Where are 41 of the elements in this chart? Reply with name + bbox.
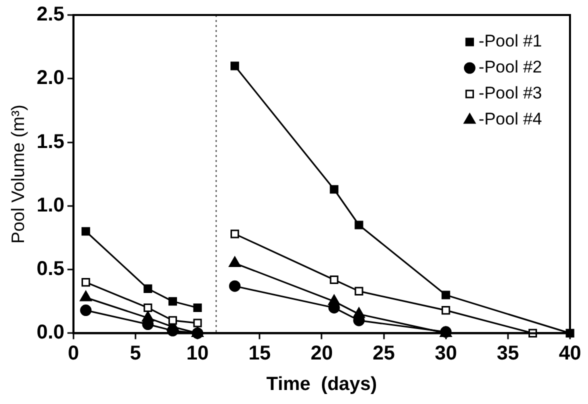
y-tick-label: 1.0 [36,194,64,216]
point [354,220,364,230]
point [230,230,240,238]
x-tick-label: 15 [248,342,271,365]
y-tick-label: 1.5 [36,130,64,153]
point [330,275,338,284]
point [230,62,240,70]
x-tick-label: 40 [558,342,582,365]
legend-label: -Pool #1 [478,32,542,51]
legend-label: -Pool #3 [478,84,542,103]
point [193,318,202,328]
x-tick-label: 35 [496,342,520,365]
point [229,280,241,292]
y-tick-label: 0.5 [36,258,64,280]
point [80,290,92,302]
x-tick-label: 5 [130,342,142,365]
point [442,306,450,315]
x-tick-label: 25 [372,342,395,365]
point [168,316,178,325]
point [144,284,152,293]
point [144,303,152,312]
point [330,185,338,194]
x-tick-label: 30 [434,342,457,365]
point [82,227,90,236]
x-tick-label: 10 [186,342,209,365]
y-tick-label: 2.0 [36,67,64,90]
legend-label: -Pool #4 [478,110,542,129]
point [168,297,178,306]
y-tick-label: 0.0 [36,322,64,344]
x-tick-label: 0 [68,342,79,365]
point [442,290,450,300]
point [82,278,90,287]
point [354,286,364,296]
x-axis-title: Time (days) [266,374,377,395]
legend-label: -Pool #2 [478,58,542,77]
x-tick-label: 20 [310,342,333,365]
point [80,304,92,316]
y-tick-label: 2.5 [36,4,64,26]
y-axis-title: Pool Volume (m³) [8,104,28,244]
point [228,256,241,267]
point [193,303,202,312]
